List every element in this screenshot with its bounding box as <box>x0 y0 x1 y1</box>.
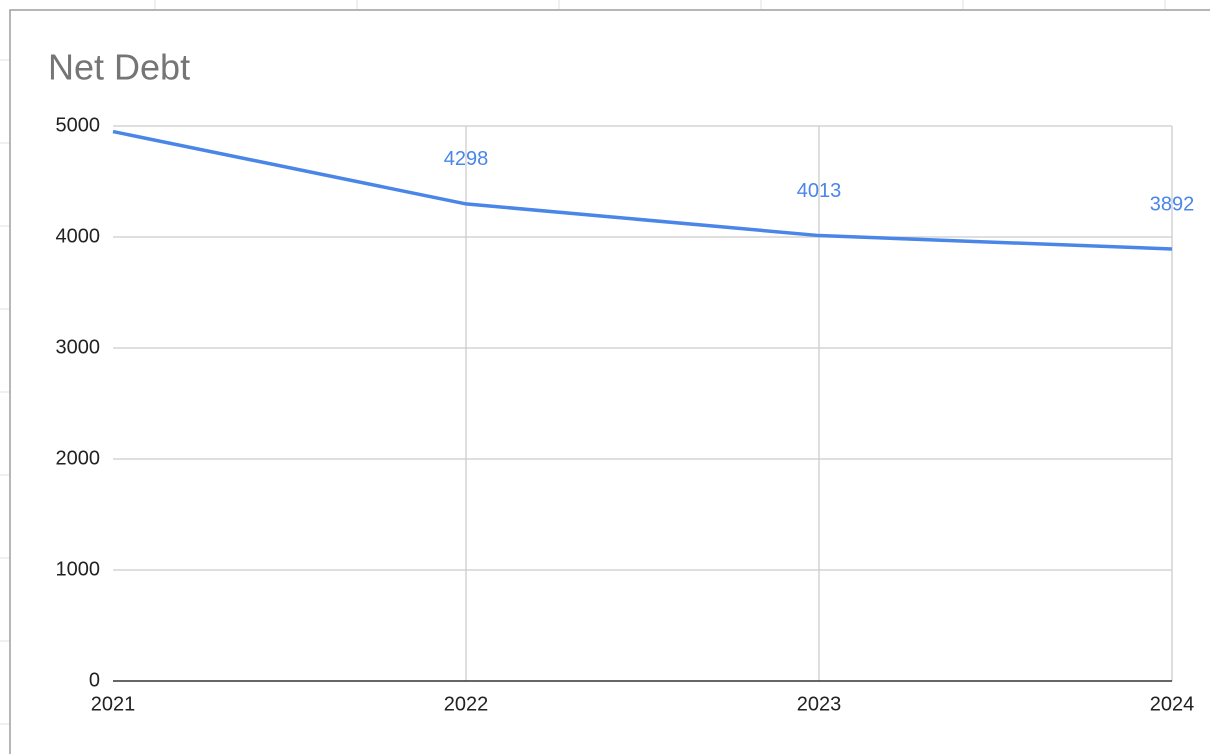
chart-title: Net Debt <box>48 47 190 88</box>
data-label: 4298 <box>444 148 489 170</box>
x-tick-label: 2023 <box>797 693 842 715</box>
data-label: 4013 <box>797 180 842 202</box>
y-tick-label: 3000 <box>56 336 101 358</box>
x-tick-label: 2024 <box>1150 693 1195 715</box>
y-tick-label: 4000 <box>56 225 101 247</box>
y-tick-label: 0 <box>89 669 100 691</box>
x-tick-label: 2022 <box>444 693 489 715</box>
x-tick-label: 2021 <box>91 693 136 715</box>
y-tick-label: 5000 <box>56 114 101 136</box>
line-series <box>112 129 1173 251</box>
y-tick-label: 1000 <box>56 558 101 580</box>
sheet-background <box>0 0 1166 725</box>
y-tick-label: 2000 <box>56 447 101 469</box>
chart-frame <box>9 9 1210 754</box>
data-label: 3892 <box>1150 193 1195 215</box>
